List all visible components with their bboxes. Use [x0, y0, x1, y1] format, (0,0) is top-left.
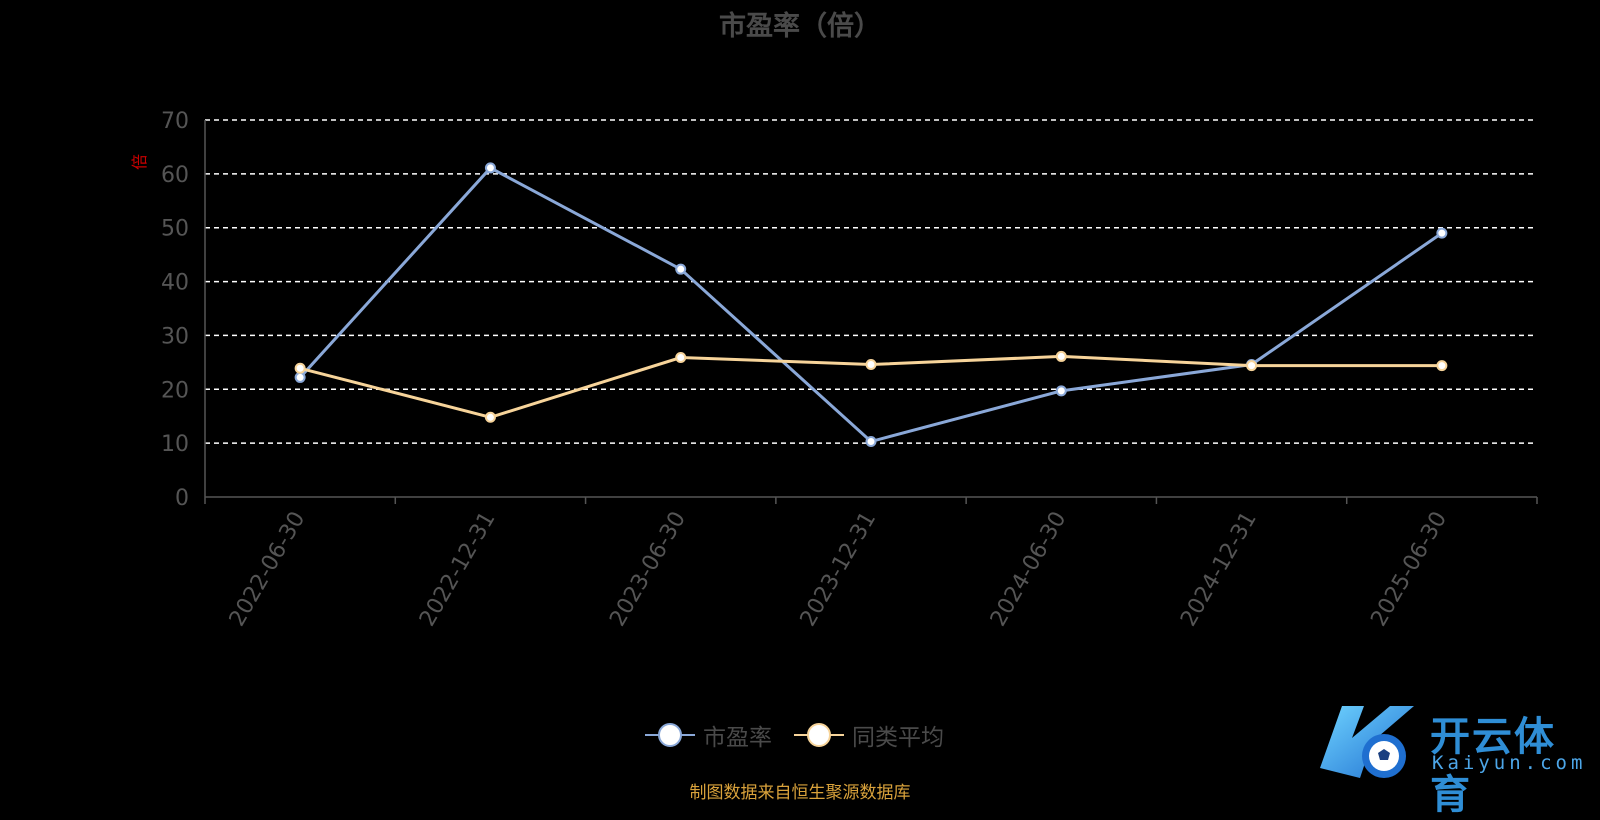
legend: 市盈率 同类平均 [645, 718, 944, 752]
x-tick-label: 2022-06-30 [225, 508, 311, 631]
legend-swatch-pe-icon [645, 723, 695, 747]
series-line [299, 166, 1443, 444]
data-point[interactable] [675, 263, 687, 275]
legend-label-pe: 市盈率 [703, 725, 772, 751]
y-tick-label: 50 [161, 217, 189, 242]
data-point[interactable] [1436, 227, 1448, 239]
legend-item-peer-average[interactable]: 同类平均 [794, 718, 944, 752]
data-point[interactable] [484, 162, 496, 174]
legend-swatch-peer-average-icon [794, 723, 844, 747]
axes: 0 10 20 30 40 50 60 70 2022-06-30 2022-12-31 2023-… [161, 109, 1538, 631]
x-tick-label: 2025-06-30 [1366, 508, 1452, 631]
series-0 [299, 166, 1443, 444]
x-tick-label: 2024-12-31 [1176, 508, 1262, 631]
legend-item-pe[interactable]: 市盈率 [645, 718, 772, 752]
legend-label-peer-average: 同类平均 [852, 725, 944, 751]
data-point[interactable] [865, 436, 877, 448]
y-tick-label: 60 [161, 163, 189, 188]
data-point[interactable] [294, 362, 306, 374]
source-note: 制图数据来自恒生聚源数据库 [689, 783, 911, 803]
y-tick-label: 40 [161, 271, 189, 296]
series [294, 162, 1448, 448]
x-tick-label: 2023-12-31 [796, 508, 882, 631]
soccer-ball-logo-icon [1320, 706, 1414, 778]
x-tick-label: 2022-12-31 [415, 508, 501, 631]
data-point[interactable] [1055, 350, 1067, 362]
x-tick-label: 2023-06-30 [605, 508, 691, 631]
y-tick-label: 70 [161, 109, 189, 134]
y-tick-label: 0 [175, 486, 189, 511]
y-tick-label: 10 [161, 432, 189, 457]
watermark-text: 开云体育 [1430, 714, 1556, 818]
chart-title: 市盈率（倍） [719, 11, 881, 42]
data-point[interactable] [675, 352, 687, 364]
watermark-logo: 开云体育 Kaiyun.com [1312, 698, 1592, 818]
y-tick-label: 30 [161, 324, 189, 349]
data-point[interactable] [865, 359, 877, 371]
data-point[interactable] [1246, 360, 1258, 372]
data-point[interactable] [1436, 360, 1448, 372]
line-chart: 0 10 20 30 40 50 60 70 2022-06-30 2022-12-31 2023-… [161, 109, 1538, 631]
data-point[interactable] [294, 371, 306, 383]
data-point[interactable] [1055, 385, 1067, 397]
x-tick-label: 2024-06-30 [986, 508, 1072, 631]
data-point[interactable] [484, 411, 496, 423]
y-tick-label: 20 [161, 378, 189, 403]
watermark-subtext: Kaiyun.com [1432, 752, 1587, 774]
